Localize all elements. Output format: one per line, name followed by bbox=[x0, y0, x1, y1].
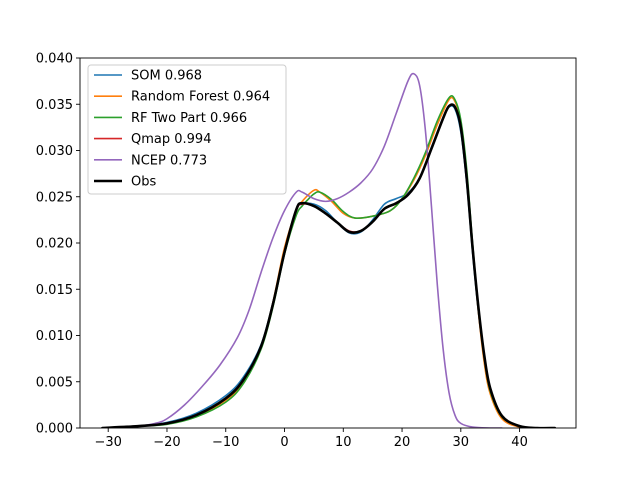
x-tick-label: 10 bbox=[335, 435, 352, 450]
x-axis: −30 −20 −10 0 10 20 30 40 bbox=[94, 428, 528, 450]
x-tick-label: −30 bbox=[94, 435, 121, 450]
y-tick-label: 0.015 bbox=[36, 283, 73, 298]
y-tick-label: 0.000 bbox=[36, 422, 73, 437]
legend-label-3: Qmap 0.994 bbox=[131, 132, 211, 147]
x-tick-label: 20 bbox=[394, 435, 411, 450]
y-tick-label: 0.040 bbox=[36, 52, 73, 67]
x-tick-label: 40 bbox=[511, 435, 528, 450]
legend-label-4: NCEP 0.773 bbox=[131, 153, 207, 168]
series-layer bbox=[101, 72, 557, 428]
y-tick-label: 0.020 bbox=[36, 237, 73, 252]
y-tick-label: 0.025 bbox=[36, 190, 73, 205]
legend: SOM 0.968 Random Forest 0.964 RF Two Part … bbox=[87, 64, 287, 195]
legend-label-5: Obs bbox=[131, 175, 156, 190]
y-tick-label: 0.005 bbox=[36, 375, 73, 390]
x-tick-label: 30 bbox=[453, 435, 470, 450]
legend-frame bbox=[87, 64, 287, 195]
legend-label-2: RF Two Part 0.966 bbox=[131, 111, 247, 126]
y-tick-label: 0.010 bbox=[36, 329, 73, 344]
y-axis: 0.000 0.005 0.010 0.015 0.020 0.025 0.030 0.035… bbox=[36, 52, 80, 437]
y-tick-label: 0.035 bbox=[36, 98, 73, 113]
series-line-5 bbox=[101, 103, 557, 428]
legend-label-0: SOM 0.968 bbox=[131, 69, 202, 84]
x-tick-label: −10 bbox=[212, 435, 239, 450]
x-tick-label: −20 bbox=[153, 435, 180, 450]
series-line-4 bbox=[101, 72, 503, 428]
legend-label-1: Random Forest 0.964 bbox=[131, 90, 270, 105]
y-tick-label: 0.030 bbox=[36, 144, 73, 159]
x-tick-label: 0 bbox=[280, 435, 288, 450]
